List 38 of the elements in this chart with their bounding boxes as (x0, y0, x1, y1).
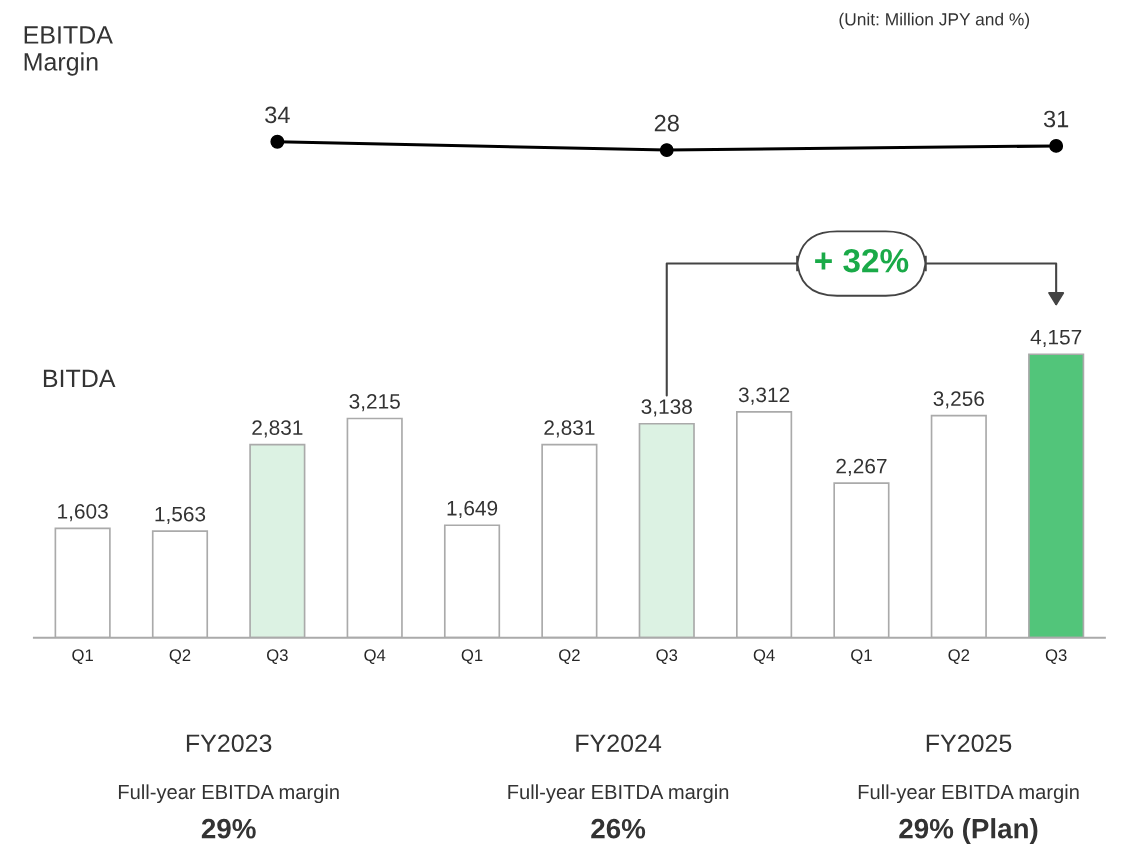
x-tick-label: Q3 (1045, 649, 1067, 665)
x-tick-label: Q2 (948, 649, 970, 665)
text: Full-year EBITDA margin (508, 784, 729, 804)
x-tick-label: Q1 (461, 649, 483, 665)
x-tick-label: Q2 (169, 649, 191, 665)
data-label: 2,831 (544, 420, 595, 438)
data-label: 3,312 (738, 387, 790, 405)
x-tick-label: Q4 (753, 649, 775, 665)
data-label: 1,649 (447, 500, 498, 519)
x-tick-label: Q2 (559, 649, 580, 665)
data-label: 34 (265, 106, 290, 124)
text: FY2025 (926, 734, 1012, 753)
text: FY2024 (576, 734, 662, 753)
data-label: 31 (1043, 110, 1069, 128)
data-label: 2,831 (252, 420, 303, 438)
data-label: 1,603 (58, 503, 108, 522)
data-label: 28 (654, 114, 679, 132)
data-label: 3,138 (641, 399, 692, 417)
text: 29% (Plan) (899, 818, 1038, 844)
data-label: 4,157 (1030, 330, 1082, 348)
data-label: 1,563 (155, 506, 206, 524)
data-label: 2,267 (836, 458, 887, 476)
y-axis-title: BITDA (43, 369, 116, 387)
text: Full-year EBITDA margin (858, 784, 1079, 804)
x-tick-label: Q1 (851, 649, 872, 665)
data-label: 3,215 (349, 394, 400, 412)
text: + 32% (815, 248, 909, 273)
text: FY2023 (186, 734, 272, 753)
text: 26% (591, 818, 646, 839)
x-tick-label: Q1 (72, 649, 93, 665)
text: (Unit: Million JPY and %) (839, 12, 1030, 29)
x-tick-label: Q4 (364, 649, 386, 665)
text: Full-year EBITDA margin (118, 784, 339, 804)
y-axis-title: EBITDA Margin (24, 26, 113, 76)
data-label: 3,256 (933, 391, 984, 409)
x-tick-label: Q3 (656, 649, 678, 665)
text: 29% (201, 818, 256, 839)
x-tick-label: Q3 (267, 649, 288, 665)
